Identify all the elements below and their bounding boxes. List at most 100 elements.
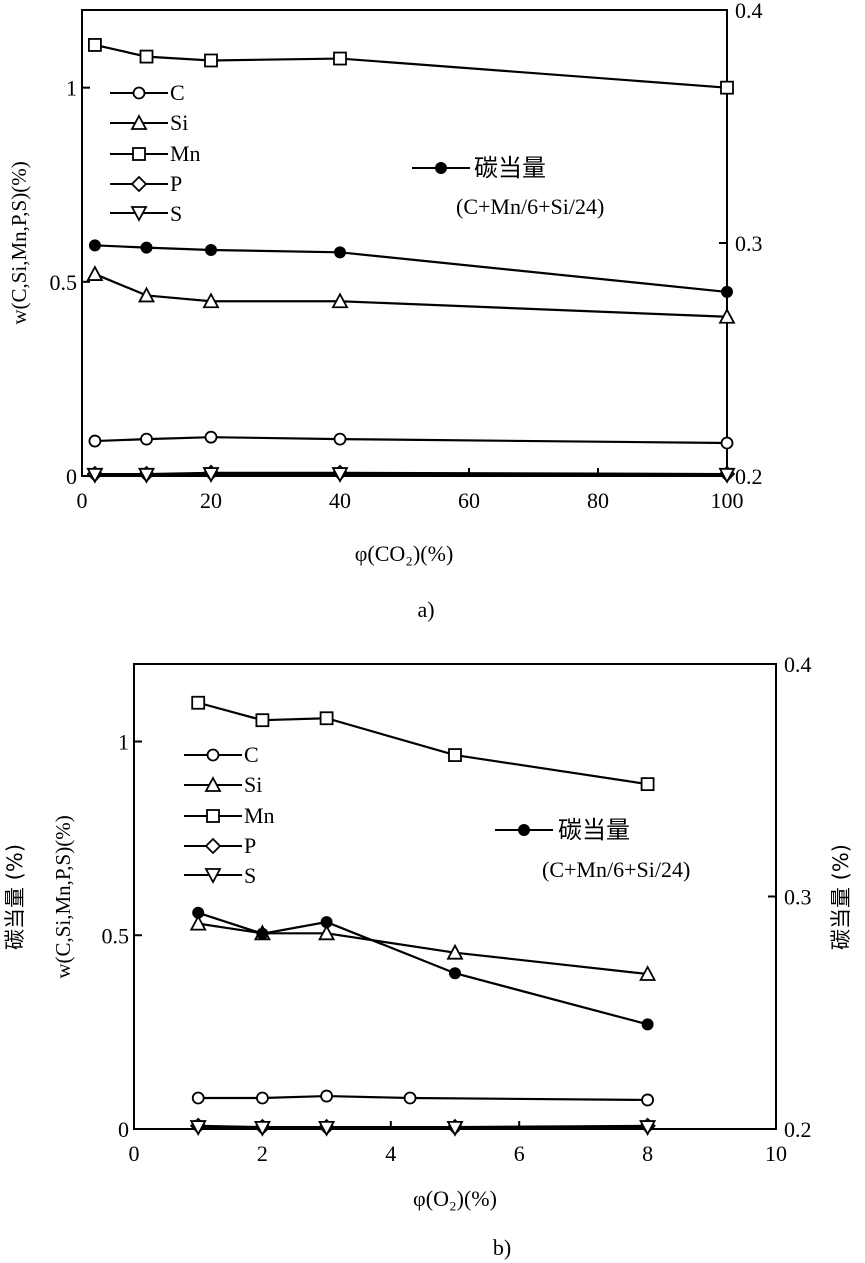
y2-tick-label-b: 0.3 (784, 885, 812, 910)
x-tick-label-b: 0 (129, 1141, 140, 1166)
ce-label-b: 碳当量 (558, 816, 630, 844)
svg-text:S: S (170, 201, 182, 226)
x-tick-label-a: 20 (200, 488, 222, 513)
series-line-si (94, 273, 728, 318)
data-point-carbon-equivalent (192, 906, 205, 919)
data-point-c (191, 1091, 205, 1105)
x-tick-label-b: 8 (642, 1141, 653, 1166)
x-tick-label-a: 40 (329, 488, 351, 513)
series-line-carbon-equivalent (94, 244, 728, 294)
data-point-carbon-equivalent (320, 916, 333, 929)
legend-entry-si: Si (184, 772, 262, 797)
y2-tick-label-a: 0.2 (735, 464, 763, 489)
data-point-mn (204, 53, 218, 68)
x-tick-label-a: 80 (587, 488, 609, 513)
y-tick-label-a: 0.5 (50, 270, 78, 295)
data-point-c (320, 1089, 334, 1103)
y2-tick-label-b: 0.2 (784, 1117, 812, 1142)
y-tick-label-b: 0 (118, 1117, 129, 1142)
chart-panel-a: w(C,Si,Mn,P,S)(%) φ(CO₂)(%) a) C Si Mn (7, 0, 763, 622)
data-point-mn (640, 777, 655, 792)
data-point-mn (319, 711, 334, 726)
y-axis-label-b: w(C,Si,Mn,P,S)(%) (51, 815, 75, 978)
data-point-mn (191, 695, 206, 710)
data-point-c (204, 430, 218, 444)
series-line-s (94, 472, 728, 476)
x-tick-label-b: 10 (765, 1141, 787, 1166)
ce-formula-a: (C+Mn/6+Si/24) (456, 194, 604, 219)
y2-tick-label-a: 0.4 (735, 0, 763, 23)
data-point-si (718, 307, 736, 324)
data-point-s (86, 467, 104, 484)
ce-legend-b: 碳当量 (C+Mn/6+Si/24) (495, 816, 690, 882)
data-point-c (140, 432, 153, 446)
data-point-s (202, 467, 220, 483)
x-tick-label-b: 4 (385, 1141, 396, 1166)
data-point-si (137, 286, 156, 303)
y-tick-label-a: 0 (66, 464, 77, 489)
svg-text:P: P (244, 833, 256, 858)
data-point-carbon-equivalent (334, 246, 346, 259)
data-point-s (137, 467, 156, 484)
data-point-s (446, 1120, 464, 1137)
y-tick-label-b: 1 (118, 730, 129, 755)
x-tick-label-a: 0 (77, 488, 88, 513)
data-point-mn (720, 80, 734, 95)
x-tick-label-b: 2 (257, 1141, 268, 1166)
svg-text:Si: Si (170, 110, 188, 135)
svg-text:S: S (244, 863, 256, 888)
data-point-s (253, 1120, 271, 1137)
svg-text:Mn: Mn (170, 141, 201, 166)
y-tick-label-a: 1 (66, 76, 77, 101)
x-axis-label-b: φ(O₂)(%) (413, 1186, 497, 1211)
y2-tick-label-b: 0.4 (784, 652, 812, 677)
legend-a: C Si Mn P S (110, 80, 201, 226)
x-tick-label-a: 60 (458, 488, 480, 513)
data-point-si (318, 924, 336, 941)
legend-entry-si: Si (110, 110, 188, 135)
data-point-c (720, 436, 734, 450)
plot-frame-b (133, 663, 777, 1130)
ce-formula-b: (C+Mn/6+Si/24) (542, 857, 690, 882)
panel-label-a: a) (417, 597, 434, 622)
legend-entry-p: P (110, 171, 182, 196)
data-point-si (331, 292, 349, 309)
svg-text:Si: Si (244, 772, 262, 797)
data-point-mn (448, 748, 462, 762)
data-point-carbon-equivalent (449, 967, 461, 980)
y2-tick-label-a: 0.3 (735, 231, 763, 256)
svg-text:Mn: Mn (244, 803, 275, 828)
data-point-c (641, 1093, 654, 1107)
legend-entry-s: S (110, 201, 182, 226)
data-point-si (189, 914, 207, 931)
data-point-s (189, 1120, 207, 1136)
legend-b: C Si Mn P S (184, 742, 275, 888)
svg-text:P: P (170, 171, 182, 196)
data-point-carbon-equivalent (205, 243, 217, 256)
chart-panel-b: 碳当量 (%) w(C,Si,Mn,P,S)(%) 碳当量 (%) φ(O₂)(… (3, 652, 853, 1260)
data-point-carbon-equivalent (88, 239, 101, 252)
series-line-c (94, 436, 728, 445)
data-point-mn (255, 713, 270, 728)
x-tick-label-b: 6 (514, 1141, 525, 1166)
data-point-carbon-equivalent (256, 927, 269, 940)
legend-entry-mn: Mn (110, 141, 201, 166)
data-point-c (333, 432, 347, 446)
data-point-carbon-equivalent (721, 285, 733, 298)
ce-label-a: 碳当量 (474, 154, 546, 182)
data-point-mn (139, 49, 154, 64)
y-tick-label-b: 0.5 (102, 923, 130, 948)
data-point-mn (88, 38, 102, 52)
y2-axis-label-b: 碳当量 (%) (829, 844, 853, 950)
data-point-si (639, 965, 657, 981)
data-point-c (255, 1091, 269, 1105)
data-point-mn (333, 51, 347, 66)
data-point-c (403, 1091, 417, 1105)
data-point-s (718, 467, 736, 484)
legend-entry-p: P (184, 833, 256, 858)
data-point-carbon-equivalent (641, 1018, 654, 1031)
data-point-c (88, 434, 102, 448)
svg-text:C: C (244, 742, 259, 767)
data-point-si (446, 943, 464, 960)
